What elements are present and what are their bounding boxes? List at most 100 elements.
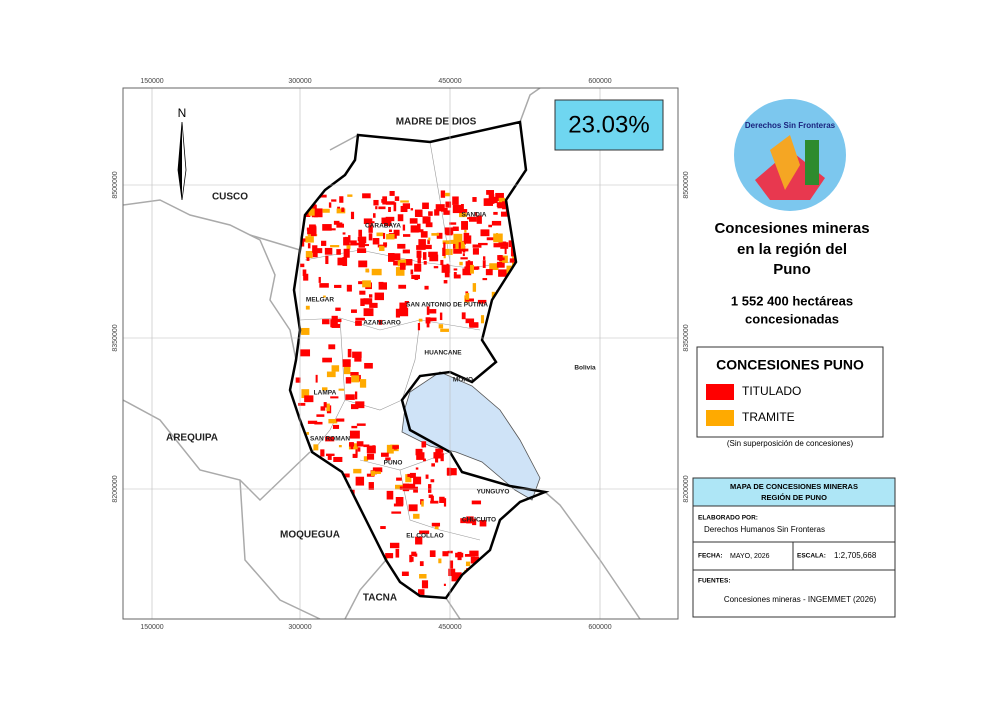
concession-patch (465, 298, 474, 302)
concession-patch (430, 500, 439, 504)
concession-patch (428, 484, 432, 493)
concession-patch (368, 224, 373, 233)
concession-patch (326, 453, 335, 456)
concession-patch (462, 253, 465, 257)
concession-patch (353, 468, 362, 474)
concession-patch (372, 213, 376, 218)
region-label: MOQUEGUA (280, 530, 340, 541)
summary-line: concesionadas (745, 311, 839, 326)
province-label: SANDIA (462, 212, 487, 219)
concession-patch (413, 476, 422, 485)
concession-patch (357, 447, 361, 452)
concession-patch (428, 494, 433, 498)
concession-patch (493, 233, 503, 243)
concession-patch (422, 252, 427, 260)
concession-patch (444, 270, 450, 278)
concession-patch (355, 320, 362, 326)
logo: Derechos Sin Fronteras (734, 99, 846, 211)
concession-patch (435, 204, 445, 212)
concession-patch (371, 268, 382, 276)
concession-patch (295, 377, 301, 383)
concession-patch (453, 268, 458, 271)
concession-patch (397, 243, 406, 249)
concession-patch (354, 242, 360, 246)
concession-patch (449, 560, 454, 569)
concession-patch (475, 212, 478, 216)
concession-patch (333, 220, 340, 225)
concession-patch (399, 307, 409, 317)
concession-patch (489, 263, 499, 271)
concession-patch (506, 265, 513, 274)
concession-patch (452, 204, 463, 214)
concession-patch (443, 210, 451, 215)
concession-patch (350, 404, 359, 410)
concession-patch (477, 299, 487, 304)
concession-patch (498, 197, 506, 203)
province-label: HUANCANE (424, 350, 462, 357)
concession-patch (363, 456, 369, 462)
concession-patch (486, 237, 495, 241)
concession-patch (359, 290, 366, 295)
concession-patch (447, 467, 452, 476)
concession-patch (349, 430, 360, 439)
map-frame (122, 87, 679, 620)
concession-patch (336, 418, 345, 422)
concession-patch (342, 473, 350, 478)
grid-label-y: 8200000 (683, 475, 690, 502)
concession-patch (342, 359, 351, 367)
legend-swatch (706, 384, 734, 400)
concession-patch (418, 229, 424, 233)
concession-patch (398, 284, 407, 289)
concession-patch (399, 486, 403, 490)
concession-patch (410, 225, 419, 233)
concession-patch (363, 244, 370, 247)
concession-patch (399, 302, 408, 311)
concession-patch (421, 441, 427, 448)
province-label: SAN ANTONIO DE PUTINA (406, 302, 488, 309)
concession-patch (360, 236, 367, 244)
concession-patch (410, 556, 414, 562)
concession-patch (344, 236, 350, 246)
concession-patch (497, 257, 505, 261)
concession-patch (441, 264, 451, 273)
concession-patch (400, 205, 408, 213)
concession-patch (417, 323, 421, 331)
concession-patch (419, 561, 424, 567)
concession-patch (485, 198, 495, 204)
grid-label-x: 150000 (140, 624, 163, 631)
concession-patch (462, 268, 472, 276)
concession-patch (298, 402, 306, 406)
concession-patch (409, 554, 412, 563)
concession-patch (305, 236, 314, 243)
concession-patch (389, 542, 400, 549)
concession-patch (338, 388, 345, 391)
concession-patch (393, 260, 400, 266)
concession-patch (334, 284, 342, 288)
concession-patch (321, 240, 327, 246)
concession-patch (378, 319, 383, 325)
concession-patch (310, 227, 317, 237)
concession-patch (440, 190, 446, 198)
concession-patch (323, 402, 327, 408)
concession-patch (370, 470, 375, 477)
grid-label-y: 8500000 (112, 171, 119, 198)
concession-patch (438, 558, 442, 564)
concession-patch (369, 302, 378, 308)
concession-patch (311, 211, 318, 218)
grid-label-x: 150000 (140, 78, 163, 85)
concession-patch (399, 262, 406, 270)
concession-patch (428, 251, 438, 258)
legend-items: TITULADO TRAMITE (706, 384, 801, 426)
concession-patch (422, 202, 429, 210)
concession-patch (409, 218, 418, 224)
concession-patch (464, 229, 467, 233)
concession-patch (416, 245, 426, 250)
concession-patch (423, 244, 432, 250)
concession-patch (465, 561, 471, 567)
concession-patch (407, 473, 415, 477)
concession-patch (368, 294, 373, 298)
concession-patch (442, 247, 446, 256)
concession-patch (498, 242, 509, 247)
concession-patch (379, 245, 385, 252)
concession-patch (478, 242, 488, 246)
